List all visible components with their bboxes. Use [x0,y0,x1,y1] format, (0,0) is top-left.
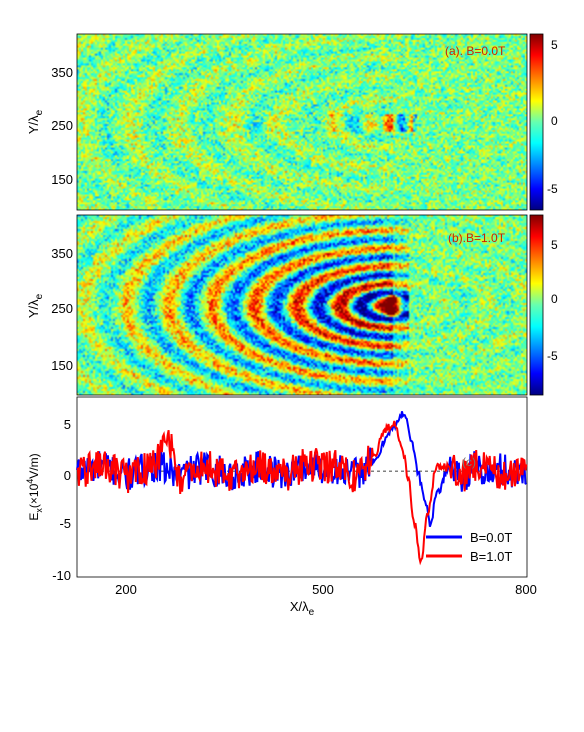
colorbar-b [529,214,544,396]
panel-a-label: (a). B=0.0T [445,44,506,58]
panel-b-label: (b).B=1.0T [448,231,506,245]
series-line-1 [76,420,528,566]
line-plot-frame [76,396,528,578]
colorbar-a-tick-0: 0 [551,114,558,128]
heatmap-a-frame [76,33,528,211]
line-plot [76,411,528,566]
heatmap-b-frame [76,214,528,396]
y-axis-label-c: Ex(×104V/m) [25,453,44,520]
y-tick-c-neg5: -5 [59,516,71,531]
colorbar-b-tick-5: 5 [551,238,558,252]
colorbar-b-tick-0: 0 [551,292,558,306]
colorbar-a-tick-5: 5 [551,38,558,52]
legend-label-b0: B=0.0T [470,530,512,545]
legend: B=0.0T B=1.0T [426,530,512,564]
x-axis-label: X/λe [290,599,315,618]
y-tick-a-350: 350 [51,65,73,80]
heatmap-b [77,215,527,395]
y-axis-label-a: Y/λe [26,109,45,134]
x-tick-200: 200 [115,582,137,597]
colorbar-b-tick-neg5: -5 [547,349,558,363]
y-tick-b-350: 350 [51,246,73,261]
y-tick-b-150: 150 [51,358,73,373]
panel-c: (c) 5 0 -5 -10 200 500 800 X/λe Ex(×104V… [25,396,537,618]
colorbar-a [529,33,544,211]
y-tick-c-neg10: -10 [52,568,71,583]
y-tick-a-150: 150 [51,172,73,187]
y-axis-label-b: Y/λe [26,293,45,318]
heatmap-a [77,34,527,210]
panel-b: (b).B=1.0T 350 250 150 Y/λe 5 0 -5 [26,214,558,396]
legend-label-b1: B=1.0T [470,549,512,564]
panel-c-label: (c) [462,455,476,469]
y-tick-b-250: 250 [51,301,73,316]
colorbar-a-tick-neg5: -5 [547,182,558,196]
x-tick-500: 500 [312,582,334,597]
y-tick-c-5: 5 [64,417,71,432]
x-tick-800: 800 [515,582,537,597]
y-tick-a-250: 250 [51,118,73,133]
y-tick-c-0: 0 [64,468,71,483]
panel-a: (a). B=0.0T 350 250 150 Y/λe 5 0 -5 [26,33,558,211]
